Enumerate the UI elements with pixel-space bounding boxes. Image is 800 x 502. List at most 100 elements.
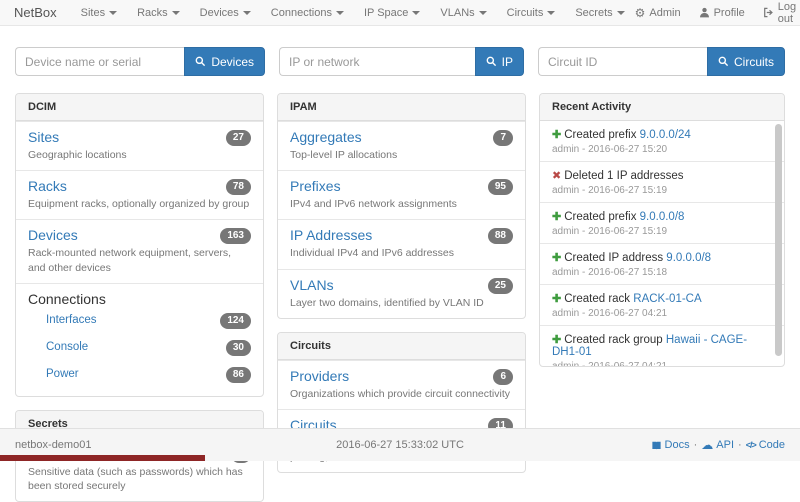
ip-addresses-link[interactable]: IP Addresses — [290, 227, 373, 244]
circuit-search-input[interactable] — [538, 47, 707, 76]
nav-vlans[interactable]: VLANs — [430, 7, 496, 19]
activity-object-link[interactable]: RACK-01-CA — [633, 293, 702, 305]
user-icon — [699, 7, 710, 18]
list-item-prefixes: 95 Prefixes IPv4 and IPv6 network assign… — [278, 170, 525, 219]
vlans-link[interactable]: VLANs — [290, 276, 334, 293]
ipam-panel-title: IPAM — [278, 94, 525, 121]
search-icon — [718, 56, 729, 67]
activity-object-link[interactable]: 9.0.0.0/8 — [639, 211, 685, 223]
search-icon — [195, 56, 206, 67]
activity-object-link[interactable]: Hawaii - CAGE-DH1-01 — [552, 334, 748, 358]
chevron-down-icon — [242, 10, 251, 15]
cloud-icon: ☁ — [701, 438, 714, 452]
ip-addresses-desc: Individual IPv4 and IPv6 addresses — [290, 247, 455, 260]
chevron-down-icon — [171, 10, 180, 15]
activity-meta: admin - 2016-06-27 15:18 — [552, 267, 668, 278]
activity-row: ✚ Created rack group Hawaii - CAGE-DH1-01… — [540, 325, 785, 366]
device-search-input[interactable] — [15, 47, 185, 76]
activity-row: ✚ Created prefix 9.0.0.0/8 admin - 2016-0… — [540, 202, 785, 243]
separator: · — [738, 439, 742, 451]
prefixes-count-badge: 95 — [487, 179, 513, 196]
bottom-red-strip — [0, 455, 205, 461]
activity-list[interactable]: ✚ Created prefix 9.0.0.0/24 admin - 2016-… — [540, 121, 785, 366]
device-search-button[interactable]: Devices — [184, 47, 265, 76]
chevron-down-icon — [547, 10, 556, 15]
providers-link[interactable]: Providers — [290, 367, 350, 384]
recent-activity-title: Recent Activity — [540, 94, 785, 121]
interfaces-count-badge: 124 — [220, 312, 251, 329]
api-label: API — [716, 439, 735, 451]
admin-label: Admin — [649, 6, 681, 19]
nav-racks-label: Racks — [137, 6, 168, 19]
nav-sites[interactable]: Sites — [71, 7, 127, 19]
nav-circuits[interactable]: Circuits — [497, 7, 566, 19]
nav-devices[interactable]: Devices — [190, 7, 261, 19]
admin-link[interactable]: ⚙ Admin — [635, 7, 681, 19]
aggregates-link[interactable]: Aggregates — [290, 129, 362, 145]
circuit-search-group: Circuits — [538, 47, 785, 76]
hostname-label: netbox-demo01 — [15, 439, 92, 451]
activity-meta: admin - 2016-06-27 15:19 — [552, 185, 668, 196]
sites-link[interactable]: Sites — [28, 129, 60, 145]
aggregates-count-badge: 7 — [493, 130, 513, 146]
activity-row: ✚ Created prefix 9.0.0.0/24 admin - 2016-… — [540, 121, 784, 161]
list-item-connections: Connections Interfaces 124 Console 30 Po… — [16, 282, 263, 396]
chevron-down-icon — [478, 10, 487, 15]
activity-meta: admin - 2016-06-27 04:21 — [552, 308, 668, 319]
nav-ip-space[interactable]: IP Space — [354, 7, 430, 19]
api-link[interactable]: ☁ API — [701, 439, 734, 451]
chevron-down-icon — [412, 10, 421, 15]
activity-row: ✚ Created rack RACK-01-CA admin - 2016-06… — [540, 284, 785, 325]
docs-label: Docs — [664, 439, 690, 451]
racks-count-badge: 78 — [225, 179, 251, 196]
list-item-providers: 6 Providers Organizations which provide … — [278, 359, 525, 409]
aggregates-desc: Top-level IP allocations — [290, 149, 398, 161]
providers-desc: Organizations which provide circuit conn… — [290, 387, 511, 400]
profile-link[interactable]: Profile — [699, 7, 745, 19]
vlans-count-badge: 25 — [487, 277, 513, 294]
logout-label: Log out — [777, 0, 797, 25]
connections-power-row: Power 86 — [28, 361, 251, 388]
connections-label: Connections — [28, 290, 106, 307]
code-icon: </> — [745, 440, 757, 450]
devices-count-badge: 163 — [220, 228, 251, 245]
logout-link[interactable]: Log out — [763, 1, 796, 25]
vlans-desc: Layer two domains, identified by VLAN ID — [290, 296, 484, 309]
top-navbar: NetBox Sites Racks Devices Connections I… — [0, 0, 800, 26]
ip-search-button[interactable]: IP — [474, 47, 524, 76]
power-count-badge: 86 — [225, 366, 251, 383]
ip-search-button-label: IP — [501, 54, 513, 69]
docs-link[interactable]: Docs — [651, 439, 690, 451]
chevron-down-icon — [335, 10, 344, 15]
power-link[interactable]: Power — [46, 368, 79, 381]
ip-search-input[interactable] — [279, 47, 475, 76]
circuit-search-button-label: Circuits — [733, 54, 774, 69]
nav-secrets[interactable]: Secrets — [565, 7, 634, 19]
prefixes-desc: IPv4 and IPv6 network assignments — [290, 198, 457, 211]
chevron-down-icon — [616, 10, 625, 15]
chevron-down-icon — [109, 10, 118, 15]
prefixes-link[interactable]: Prefixes — [290, 178, 341, 195]
logout-icon — [763, 7, 774, 18]
separator: · — [693, 439, 698, 451]
list-item-racks: 78 Racks Equipment racks, optionally org… — [16, 170, 263, 219]
console-link[interactable]: Console — [46, 341, 89, 354]
activity-scrollbar[interactable] — [775, 124, 783, 356]
plus-icon: ✚ — [552, 129, 562, 141]
plus-icon: ✚ — [552, 293, 562, 305]
circuit-search-button[interactable]: Circuits — [706, 47, 785, 76]
racks-link[interactable]: Racks — [28, 178, 67, 195]
connections-interfaces-row: Interfaces 124 — [28, 307, 251, 334]
search-row: Devices IP Circuits — [0, 26, 800, 76]
secrets-desc: Sensitive data (such as passwords) which… — [28, 465, 243, 492]
code-link[interactable]: </> Code — [746, 439, 785, 451]
activity-object-link[interactable]: 9.0.0.0/24 — [639, 129, 691, 141]
interfaces-link[interactable]: Interfaces — [46, 314, 97, 327]
devices-link[interactable]: Devices — [28, 227, 78, 244]
activity-object-link[interactable]: 9.0.0.0/8 — [666, 252, 712, 264]
list-item-sites: 27 Sites Geographic locations — [16, 121, 263, 170]
nav-racks[interactable]: Racks — [127, 7, 190, 19]
netbox-brand[interactable]: NetBox — [14, 5, 57, 20]
nav-connections[interactable]: Connections — [261, 7, 354, 19]
ipam-panel: IPAM 7 Aggregates Top-level IP allocatio… — [277, 93, 526, 319]
